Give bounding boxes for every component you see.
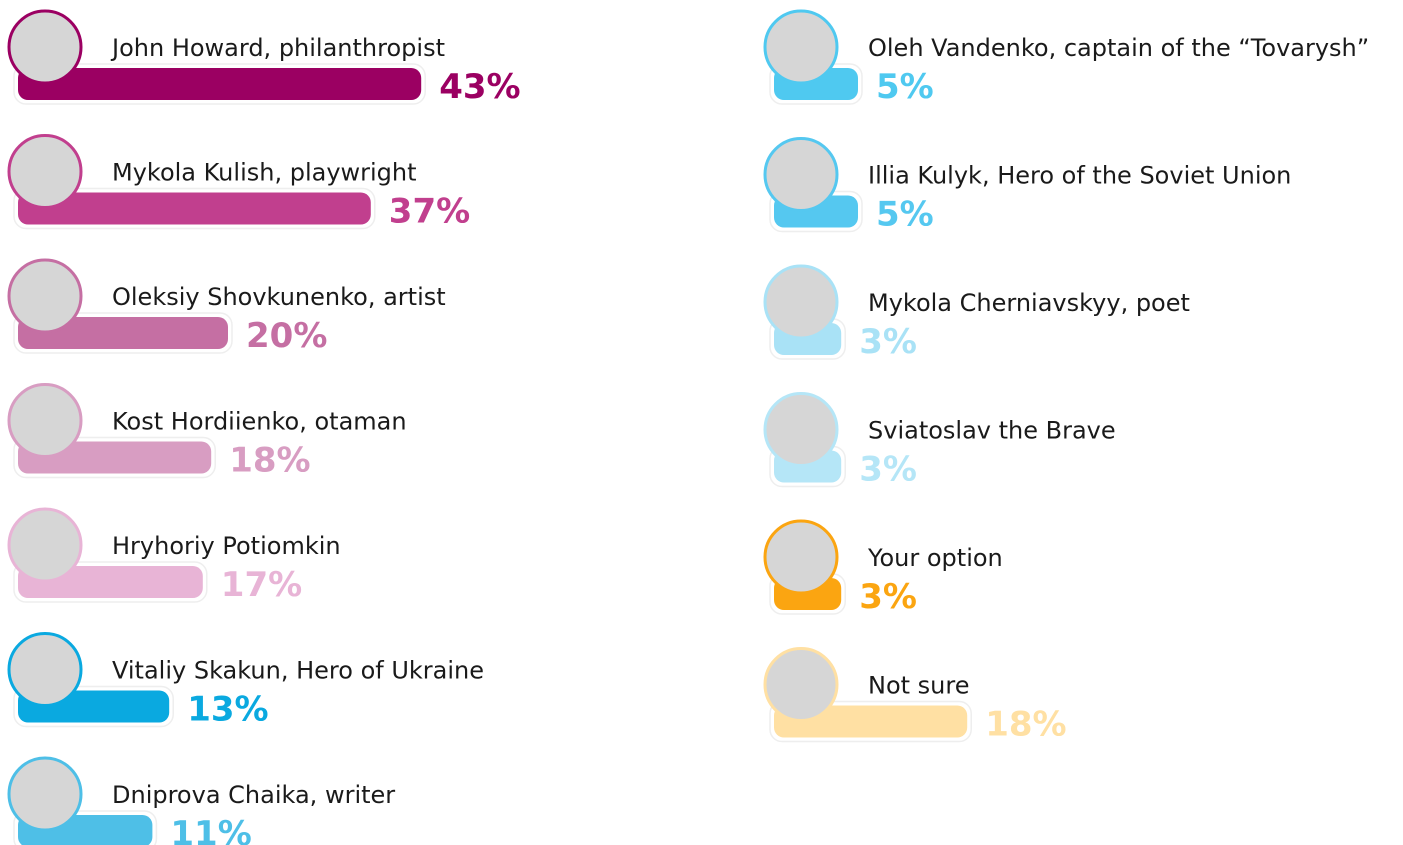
category-label: Illia Kulyk, Hero of the Soviet Union bbox=[868, 162, 1291, 190]
category-label: Not sure bbox=[868, 672, 970, 700]
bar bbox=[18, 68, 421, 100]
category-label: Dniprova Chaika, writer bbox=[112, 781, 395, 809]
avatar bbox=[765, 139, 837, 211]
avatar bbox=[765, 521, 837, 593]
avatar bbox=[765, 394, 837, 466]
category-label: Oleksiy Shovkunenko, artist bbox=[112, 283, 446, 311]
category-label: Oleh Vandenko, captain of the “Tovarysh” bbox=[868, 34, 1369, 62]
category-label: John Howard, philanthropist bbox=[110, 34, 445, 62]
avatar bbox=[9, 758, 81, 830]
page: John Howard, philanthropist 43% Mykola Kul… bbox=[0, 0, 1403, 845]
avatar bbox=[9, 136, 81, 208]
value-label: 3% bbox=[859, 322, 917, 362]
category-label: Hryhoriy Potiomkin bbox=[112, 532, 341, 560]
value-label: 37% bbox=[389, 192, 470, 232]
value-label: 20% bbox=[246, 316, 327, 356]
category-label: Vitaliy Skakun, Hero of Ukraine bbox=[112, 657, 484, 685]
value-label: 5% bbox=[876, 67, 934, 107]
value-label: 18% bbox=[985, 705, 1066, 745]
value-label: 13% bbox=[187, 690, 268, 730]
value-label: 3% bbox=[859, 577, 917, 617]
value-label: 18% bbox=[229, 441, 310, 481]
category-label: Sviatoslav the Brave bbox=[868, 417, 1116, 445]
avatar bbox=[765, 649, 837, 721]
category-label: Kost Hordiienko, otaman bbox=[112, 408, 407, 436]
avatar bbox=[9, 11, 81, 83]
avatar bbox=[9, 260, 81, 332]
avatar bbox=[765, 266, 837, 338]
chart: John Howard, philanthropist 43% Mykola Kul… bbox=[0, 0, 1403, 845]
category-label: Mykola Cherniavskyy, poet bbox=[868, 289, 1190, 317]
avatar bbox=[765, 11, 837, 83]
value-label: 43% bbox=[439, 67, 520, 107]
avatar bbox=[9, 509, 81, 581]
avatar bbox=[9, 385, 81, 457]
value-label: 5% bbox=[876, 195, 934, 235]
value-label: 3% bbox=[859, 450, 917, 490]
value-label: 11% bbox=[170, 814, 251, 845]
value-label: 17% bbox=[221, 565, 302, 605]
avatar bbox=[9, 634, 81, 706]
category-label: Your option bbox=[867, 544, 1003, 572]
category-label: Mykola Kulish, playwright bbox=[112, 159, 417, 187]
